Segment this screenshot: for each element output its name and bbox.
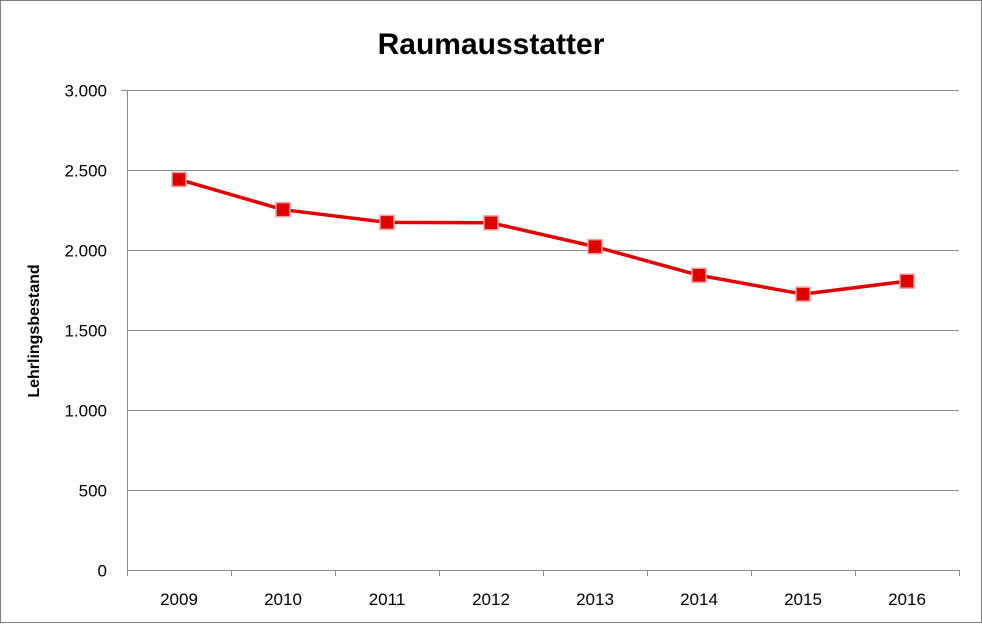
data-series xyxy=(171,171,915,302)
x-tick-label: 2014 xyxy=(680,590,718,609)
y-tick-label: 2.000 xyxy=(64,242,107,261)
data-point-marker xyxy=(587,238,603,255)
y-axis-label: Lehrlingsbestand xyxy=(26,264,43,397)
x-tick-label: 2016 xyxy=(888,590,926,609)
series-line xyxy=(178,177,908,296)
data-point-marker xyxy=(795,286,811,302)
data-point-marker xyxy=(379,214,395,231)
y-tick-label: 1.000 xyxy=(64,402,107,421)
data-point-marker xyxy=(899,273,915,289)
x-tick-label: 2011 xyxy=(369,590,406,609)
chart-title: Raumausstatter xyxy=(378,28,605,61)
y-tick-label: 3.000 xyxy=(64,82,107,101)
data-point-marker xyxy=(275,201,291,218)
data-point-marker xyxy=(483,215,499,231)
axes xyxy=(121,90,960,576)
data-point-marker xyxy=(691,267,707,284)
data-point-marker xyxy=(171,171,187,188)
y-tick-labels: 0 500 1.000 1.500 2.000 2.500 3.000 xyxy=(64,82,107,581)
gridlines xyxy=(127,90,959,491)
x-tick-labels: 2009 2010 2011 2012 2013 2014 2015 2016 xyxy=(160,590,926,609)
x-tick-label: 2012 xyxy=(472,590,510,609)
x-tick-label: 2013 xyxy=(576,590,614,609)
y-tick-label: 2.500 xyxy=(64,162,107,181)
x-tick-label: 2009 xyxy=(160,590,198,609)
y-tick-label: 0 xyxy=(98,562,107,581)
y-tick-label: 500 xyxy=(79,482,107,501)
x-tick-label: 2010 xyxy=(264,590,302,609)
y-tick-label: 1.500 xyxy=(64,322,107,341)
x-tick-label: 2015 xyxy=(784,590,822,609)
